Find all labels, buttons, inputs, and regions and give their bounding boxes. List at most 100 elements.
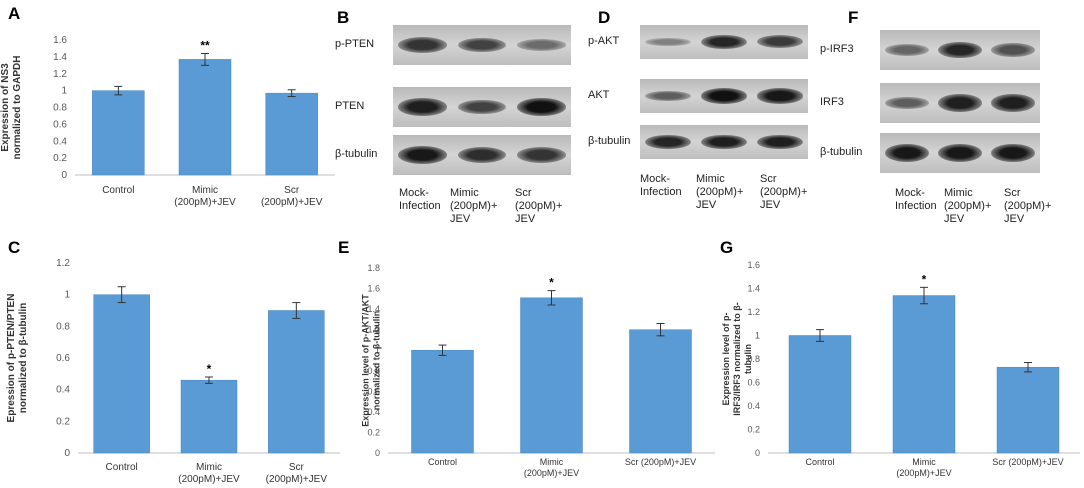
panel-letter-g: G [720,238,734,257]
bar [268,310,325,454]
y-tick-label: 1 [755,331,760,341]
blot-band [398,37,447,53]
blot-row-label: β-tubulin [588,135,631,147]
blot-strip [393,87,571,127]
y-tick-label: 0.6 [747,378,760,388]
blot-lane-label: Mock- Infection [640,173,682,198]
blot-band [938,144,982,162]
bar [411,349,474,454]
blot-lane-label: Scr (200pM)+ JEV [515,187,563,225]
panel-letter-d: D [598,8,611,27]
blot-row-label: β-tubulin [335,148,378,160]
blot-lane-label: Scr (200pM)+ JEV [760,173,808,211]
western-blot-f: p-IRF3 IRF3 β-tubulin Mock- Infection Mimic … [820,25,1052,225]
y-tick-label: 1.8 [367,263,380,273]
y-tick-label: 1 [375,345,380,355]
blot-strip [393,25,571,65]
y-tick-label: 0.6 [367,386,380,396]
y-tick-label: 1.4 [367,304,380,314]
blot-band [457,37,507,53]
y-axis-label: Expression level of p-IRF3/IRF3 normaliz… [721,302,753,416]
blot-row-label: p-PTEN [335,38,375,50]
panel-letter-a: A [8,4,21,23]
blot-band [757,134,803,150]
blot-lane-label: Mock- Infection [895,187,937,212]
blot-row-label: PTEN [335,100,365,112]
blot-strip [640,79,808,113]
blot-band [938,94,982,112]
blot-band [884,96,929,110]
y-tick-label: 0 [375,448,380,458]
panel-letter-e: E [338,238,350,257]
blot-strip [880,30,1040,70]
y-tick-label: 0.2 [747,425,760,435]
y-tick-label: 1.6 [53,35,67,46]
western-blot-d: p-AKT AKT β-tubulin Mock- Infection Mimic (2… [588,25,818,225]
y-tick-label: 0.4 [367,407,380,417]
y-tick-label: 1.2 [367,325,380,335]
x-category-label: Scr (200pM)+JEV [992,457,1063,467]
bar-chart-p-akt: 0 0.2 0.4 0.6 0.8 1 1.2 1.4 1.6 1.8 Expression lev… [361,263,715,478]
y-tick-label: 1 [64,290,70,301]
blot-strip [880,133,1040,173]
y-axis-label: Expression of NS3normalized to GAPDH [0,56,23,160]
western-blot-b: p-PTEN PTEN β-tubulin Mock- Infection Mimic … [335,25,581,225]
y-tick-label: 1.2 [56,258,70,269]
y-tick-label: 0.6 [56,353,70,364]
bar [92,90,145,176]
blot-band [701,34,747,50]
bar [788,335,852,454]
y-tick-label: 0.2 [56,416,70,427]
blot-band [457,146,507,164]
blot-row-label: p-AKT [588,35,620,47]
bar [93,294,150,454]
significance-label: ** [200,39,210,53]
blot-band [645,134,691,150]
y-tick-label: 0.2 [53,153,67,164]
x-category-label: Control [106,462,138,473]
y-tick-label: 0 [64,448,70,459]
x-category-label: Control [428,457,457,467]
x-category-label: Control [805,457,834,467]
blot-lane-label: Mimic (200pM)+ JEV [944,187,992,225]
blot-band [517,147,566,163]
y-tick-label: 0.2 [367,427,380,437]
blot-strip [393,135,571,175]
blot-lane-label: Mimic (200pM)+ JEV [450,187,498,225]
blot-band [398,146,447,164]
bar-chart-ns3: 0 0.2 0.4 0.6 0.8 1 1.2 1.4 1.6 Expression of NS3… [0,35,335,208]
blot-strip [640,25,808,59]
blot-band [757,88,803,104]
y-tick-label: 0.8 [747,354,760,364]
blot-band [757,35,803,49]
blot-band [517,97,566,117]
bar [180,379,238,454]
y-tick-label: 1.4 [747,284,760,294]
significance-label: * [207,362,212,376]
blot-band [701,134,747,150]
y-tick-label: 0.8 [367,366,380,376]
bar [178,59,232,176]
bar-chart-p-irf3: 0 0.2 0.4 0.6 0.8 1 1.2 1.4 1.6 Expression level … [721,260,1080,478]
blot-band [991,144,1036,162]
bar [265,92,318,176]
blot-band [991,43,1036,57]
y-tick-label: 0 [755,448,760,458]
x-category-label: Mimic (200pM)+JEV [174,185,236,208]
y-tick-label: 1.6 [747,260,760,270]
significance-label: * [922,272,927,286]
bar-chart-p-pten: 0 0.2 0.4 0.6 0.8 1 1.2 Epression of p-PTEN/PTE… [6,258,340,485]
x-category-label: Mimic (200pM)+JEV [896,457,951,478]
blot-row-label: IRF3 [820,96,844,108]
blot-lane-label: Scr (200pM)+ JEV [1004,187,1052,225]
panel-letter-b: B [337,8,350,27]
y-tick-label: 0.4 [53,136,67,147]
significance-label: * [549,276,554,290]
bar [629,329,692,454]
x-category-label: Scr (200pM)+JEV [261,185,323,208]
y-tick-label: 1.2 [53,69,67,80]
y-tick-label: 1.6 [367,284,380,294]
panel-letter-f: F [848,8,859,27]
x-category-label: Mimic (200pM)+JEV [178,462,240,485]
y-axis-label: Expression level of p-AKT/AKTnormalized … [361,294,382,427]
